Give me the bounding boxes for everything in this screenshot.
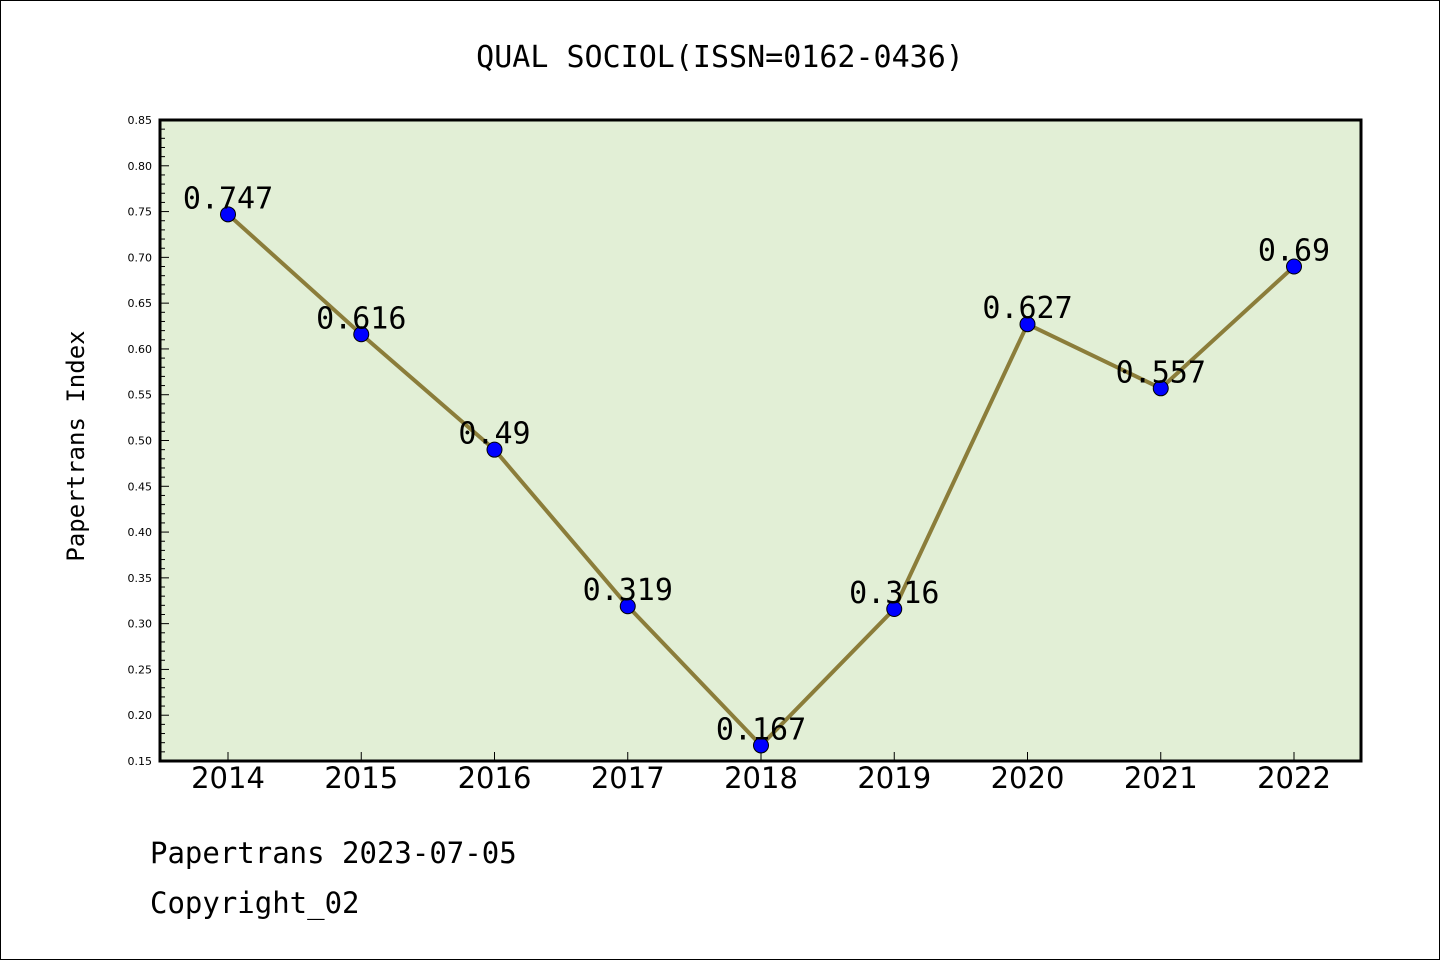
y-axis: 0.15 0.20 0.25 0.30 0.35 0.40 0.45 0.50 0.55 0.60… (128, 114, 169, 768)
y-tick-label: 0.30 (128, 618, 153, 631)
data-label: 0.557 (1116, 355, 1206, 390)
x-tick-label: 2014 (191, 761, 265, 795)
y-tick-label: 0.25 (128, 663, 153, 676)
y-tick-label: 0.55 (128, 389, 153, 402)
y-tick-label: 0.65 (128, 297, 153, 310)
x-tick-label: 2015 (324, 761, 398, 795)
y-axis-label: Papertrans Index (62, 330, 90, 561)
series-papertrans-index (220, 206, 1302, 754)
y-tick-label: 0.50 (128, 435, 153, 448)
data-point (486, 441, 503, 458)
data-label: 0.49 (458, 417, 530, 452)
y-tick-label: 0.45 (128, 480, 153, 493)
data-label: 0.627 (982, 291, 1072, 326)
x-tick-label: 2017 (591, 761, 665, 795)
footer-date-line: Papertrans 2023-07-05 (150, 836, 517, 870)
data-point (1019, 316, 1036, 333)
y-tick-label: 0.70 (128, 251, 153, 264)
plot-area (158, 118, 1363, 763)
y-tick-label: 0.35 (128, 572, 153, 585)
data-point (753, 737, 769, 754)
x-tick-label: 2022 (1257, 761, 1331, 795)
y-tick-label: 0.40 (128, 526, 153, 539)
x-tick-label: 2021 (1124, 761, 1198, 795)
data-label: 0.319 (583, 573, 673, 608)
y-tick-label: 0.60 (128, 343, 153, 356)
data-label: 0.616 (316, 301, 406, 336)
x-tick-label: 2016 (458, 761, 532, 795)
footer-copyright: Copyright_02 (150, 886, 360, 920)
data-point (1286, 258, 1302, 275)
y-tick-label: 0.85 (128, 114, 153, 127)
data-label: 0.167 (716, 712, 806, 747)
y-tick-label: 0.80 (128, 160, 153, 173)
y-tick-label: 0.75 (128, 206, 153, 219)
chart-title: QUAL SOCIOL(ISSN=0162-0436) (476, 40, 964, 75)
data-label: 0.316 (849, 576, 939, 611)
y-tick-label: 0.15 (128, 755, 153, 768)
x-tick-label: 2019 (857, 761, 931, 795)
y-tick-label: 0.20 (128, 709, 153, 722)
data-labels: 0.747 0.616 0.49 0.319 0.167 0.316 0.627 0.557 0… (183, 181, 1330, 747)
data-label: 0.747 (183, 181, 273, 216)
x-axis: 2014 2015 2016 2017 2018 2019 2020 2021 2022 (191, 752, 1331, 795)
data-point (886, 600, 903, 617)
data-point (619, 598, 636, 615)
data-point (353, 326, 370, 343)
data-point (1152, 380, 1169, 397)
x-tick-label: 2018 (724, 761, 798, 795)
data-point (220, 206, 236, 223)
x-tick-label: 2020 (991, 761, 1065, 795)
data-label: 0.69 (1258, 234, 1330, 269)
